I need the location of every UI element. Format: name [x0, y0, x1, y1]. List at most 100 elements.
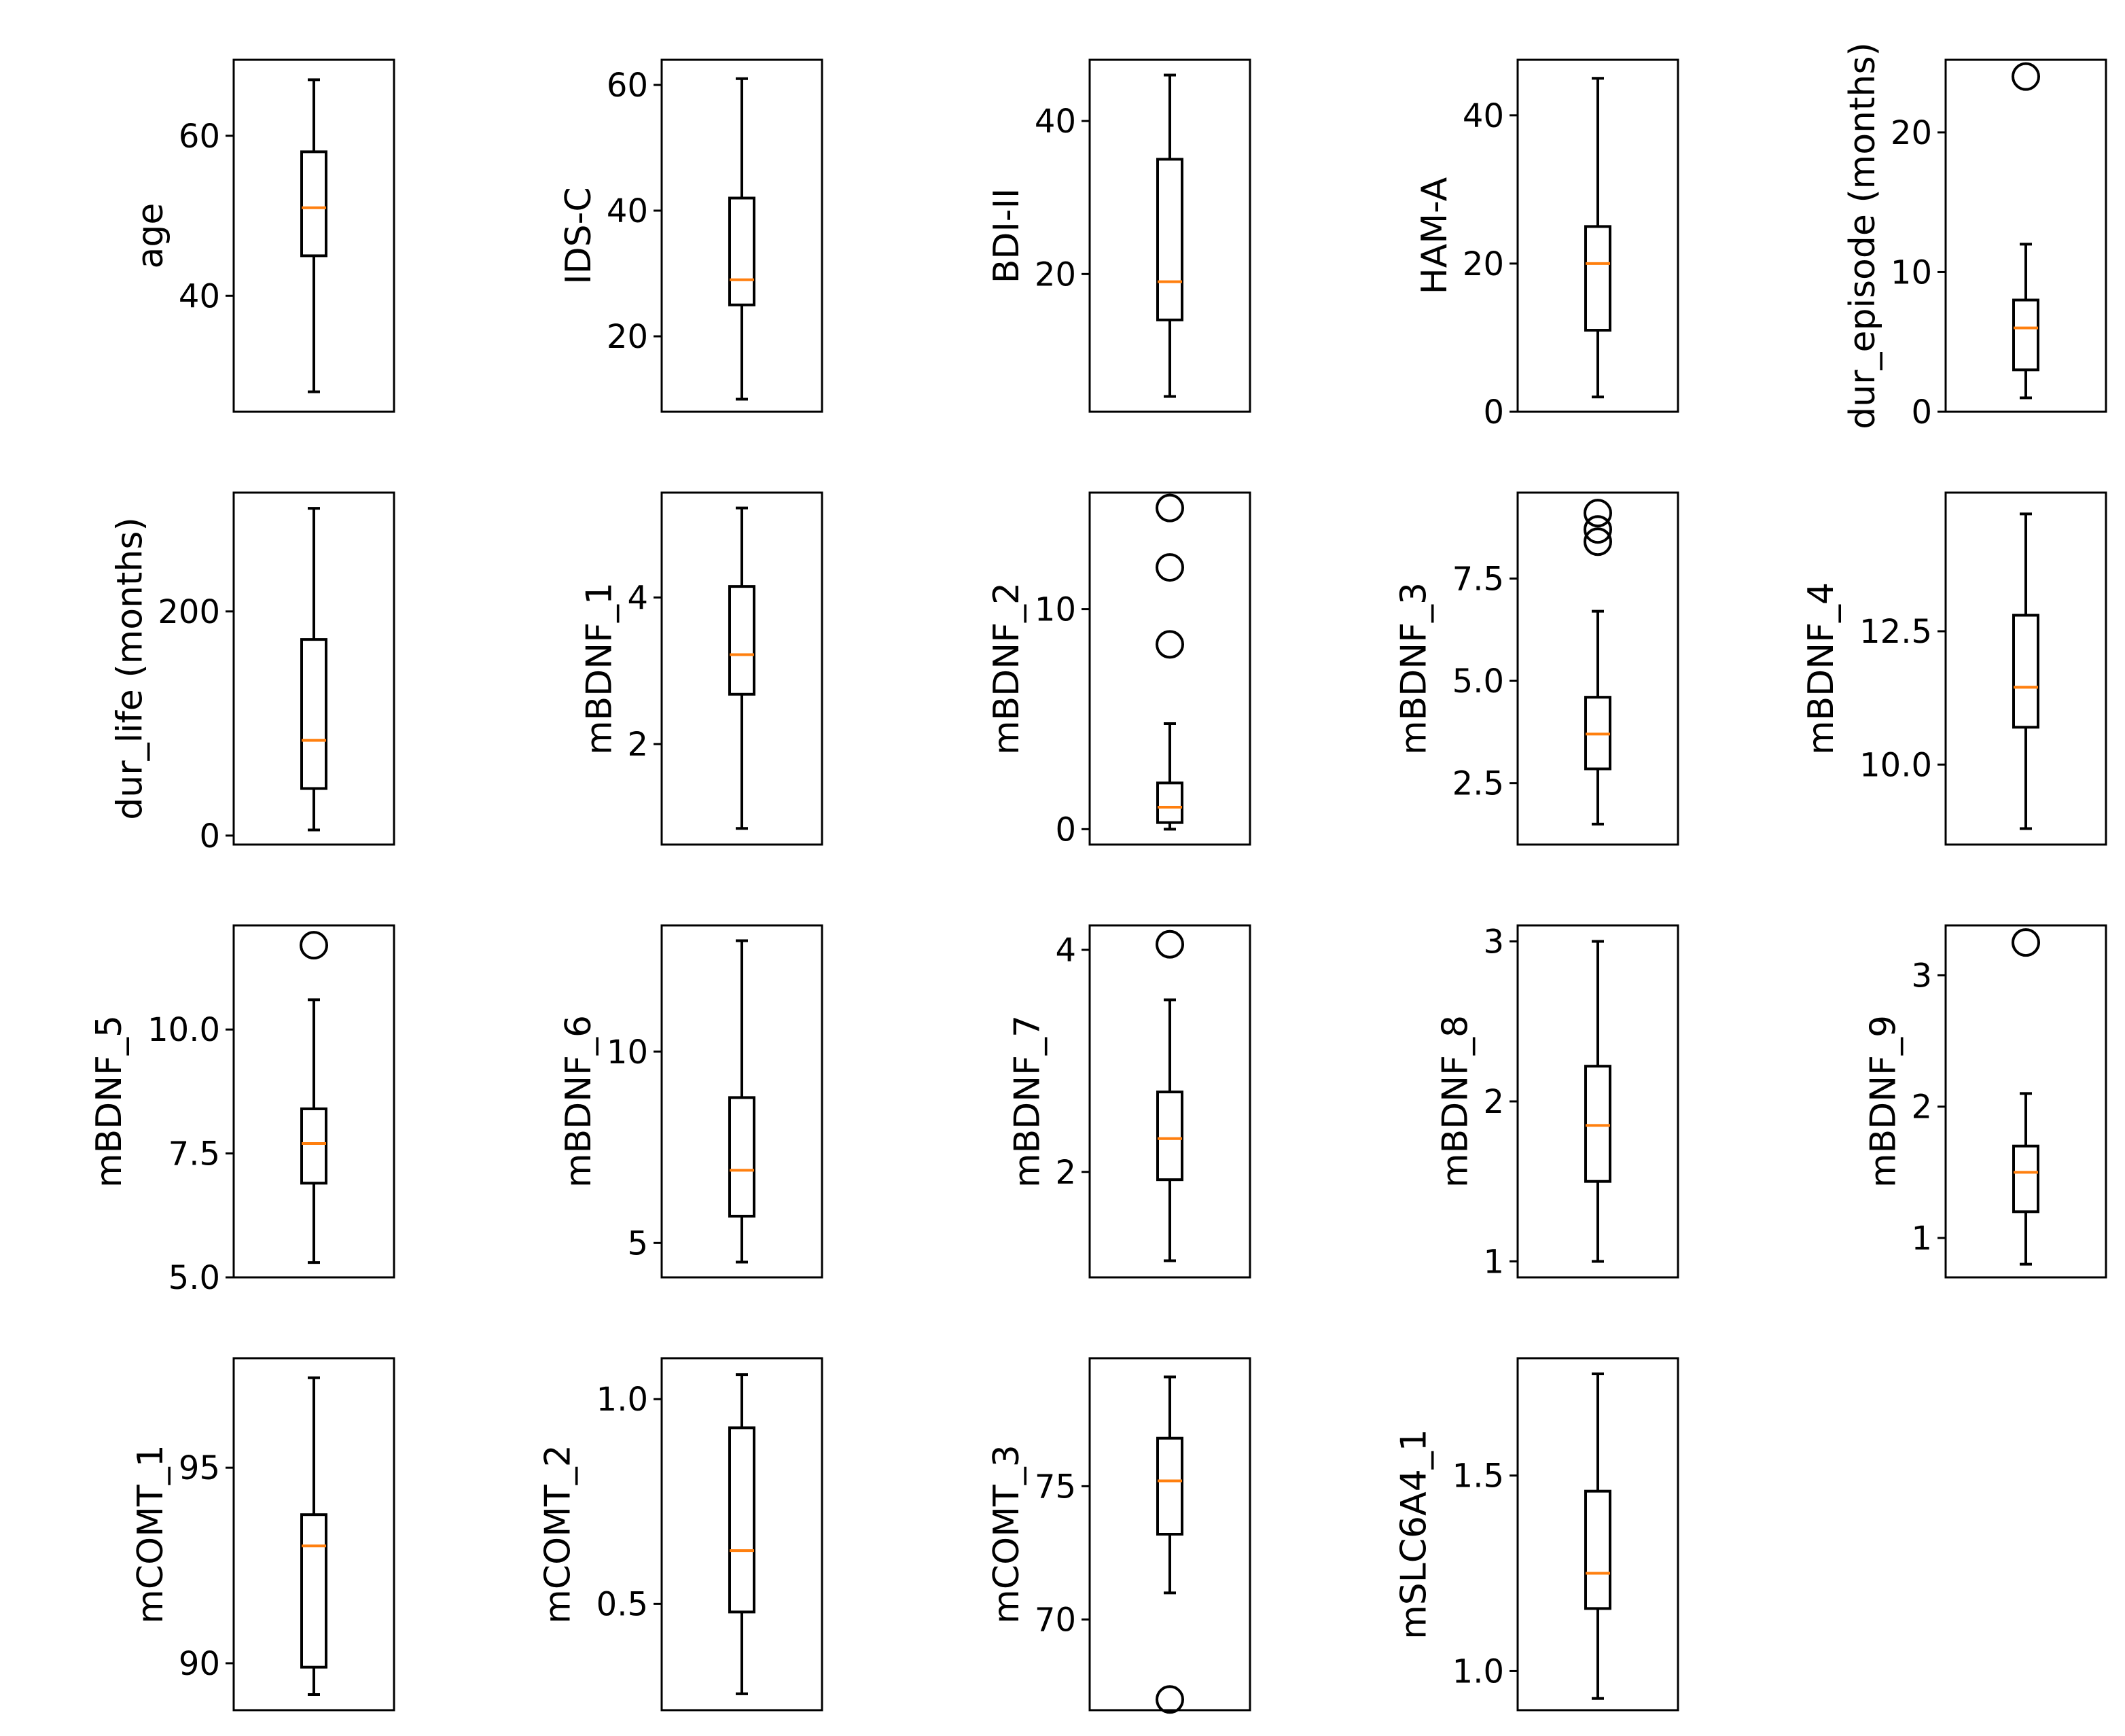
y-tick-label: 40 — [607, 192, 648, 230]
y-tick-label: 75 — [1035, 1468, 1076, 1506]
y-axis-label: mCOMT_3 — [986, 1445, 1027, 1624]
iqr-box — [1156, 1091, 1183, 1182]
y-axis-label: mBDNF_5 — [89, 1015, 130, 1188]
subplot-4: 0 20 40 HAM-A — [1414, 58, 1679, 431]
axes-frame — [1516, 491, 1679, 846]
y-tick-label: 60 — [607, 67, 648, 105]
outlier-point — [1584, 515, 1612, 544]
y-axis-label: HAM-A — [1414, 177, 1455, 294]
y-axis-label: mCOMT_1 — [130, 1445, 171, 1624]
y-tick-label: 5 — [627, 1224, 648, 1262]
y-tick-label: 20 — [1035, 255, 1076, 294]
y-tick-label: 2 — [1911, 1088, 1932, 1127]
iqr-box — [2012, 298, 2039, 372]
axes-frame — [1944, 491, 2107, 846]
y-axis-label: mBDNF_1 — [579, 582, 620, 755]
y-axis-label: BDI-II — [986, 188, 1027, 284]
y-axis-label: age — [130, 203, 171, 269]
iqr-box — [728, 1426, 755, 1614]
iqr-box — [728, 585, 755, 696]
y-axis-label: IDS-C — [558, 187, 599, 284]
y-tick-label: 0.5 — [596, 1585, 648, 1623]
axes-frame — [660, 1357, 823, 1712]
y-axis-label: mBDNF_9 — [1863, 1015, 1904, 1188]
y-tick-label: 10.0 — [1859, 746, 1932, 784]
axes-frame — [1944, 58, 2107, 413]
y-axis-label: dur_life (months) — [110, 517, 151, 820]
iqr-box — [300, 638, 327, 790]
y-tick-label: 10.0 — [147, 1011, 220, 1049]
subplot-10: 10.0 12.5 mBDNF_4 — [1801, 491, 2107, 846]
y-tick-label: 12.5 — [1859, 613, 1932, 651]
y-tick-label: 5.0 — [1452, 662, 1504, 701]
outlier-point — [1584, 499, 1612, 528]
outlier-point — [2012, 928, 2040, 957]
y-tick-label: 10 — [1891, 253, 1932, 291]
y-axis-label: mBDNF_7 — [1007, 1015, 1048, 1188]
outlier-point — [1156, 493, 1184, 522]
y-tick-label: 7.5 — [1452, 560, 1504, 598]
y-tick-label: 2.5 — [1452, 765, 1504, 803]
y-tick-label: 0 — [1911, 393, 1932, 431]
y-tick-label: 2 — [627, 726, 648, 764]
subplot-11: 5.0 7.5 10.0 mBDNF_5 — [89, 924, 395, 1297]
subplot-14: 1 2 3 mBDNF_8 — [1435, 923, 1679, 1281]
outlier-point — [2012, 62, 2040, 91]
y-tick-label: 1.0 — [1452, 1652, 1504, 1690]
y-tick-label: 90 — [179, 1645, 220, 1683]
subplot-3: 20 40 BDI-II — [986, 58, 1251, 413]
y-tick-label: 2 — [1483, 1083, 1504, 1121]
y-tick-label: 1.5 — [1452, 1457, 1504, 1495]
axes-frame — [1516, 1357, 1679, 1712]
y-tick-label: 1.0 — [596, 1381, 648, 1419]
axes-frame — [1516, 58, 1679, 413]
outlier-point — [1584, 527, 1612, 556]
axes-frame — [232, 924, 395, 1279]
y-tick-label: 4 — [1055, 932, 1076, 970]
y-tick-label: 10 — [607, 1033, 648, 1071]
subplot-13: 2 4 mBDNF_7 — [1007, 924, 1251, 1279]
axes-frame — [232, 491, 395, 846]
subplot-2: 20 40 60 IDS-C — [558, 58, 823, 413]
y-tick-label: 40 — [179, 277, 220, 315]
iqr-box — [1156, 158, 1183, 321]
iqr-box — [1584, 1489, 1611, 1610]
iqr-box — [728, 196, 755, 306]
iqr-box — [1584, 1065, 1611, 1183]
axes-frame — [1088, 1357, 1251, 1712]
y-axis-label: mCOMT_2 — [538, 1445, 579, 1624]
y-tick-label: 40 — [1463, 97, 1504, 135]
y-tick-label: 0 — [1055, 811, 1076, 849]
iqr-box — [300, 150, 327, 258]
y-axis-label: mBDNF_4 — [1801, 582, 1842, 755]
y-tick-label: 40 — [1035, 103, 1076, 141]
y-axis-label: mBDNF_8 — [1435, 1015, 1476, 1188]
axes-frame — [232, 1357, 395, 1712]
y-tick-label: 2 — [1055, 1154, 1076, 1192]
y-tick-label: 70 — [1035, 1601, 1076, 1640]
iqr-box — [300, 1107, 327, 1185]
axes-frame — [1944, 924, 2107, 1279]
y-tick-label: 60 — [179, 118, 220, 156]
y-tick-label: 0 — [199, 817, 220, 855]
y-tick-label: 0 — [1483, 393, 1504, 431]
axes-frame — [1088, 58, 1251, 413]
y-tick-label: 20 — [607, 318, 648, 356]
subplot-17: 0.5 1.0 mCOMT_2 — [538, 1357, 823, 1712]
outlier-point — [1156, 1685, 1184, 1714]
iqr-box — [300, 1513, 327, 1669]
y-tick-label: 5.0 — [168, 1259, 220, 1297]
y-tick-label: 3 — [1911, 957, 1932, 995]
y-tick-label: 7.5 — [168, 1135, 220, 1173]
y-tick-label: 20 — [1463, 245, 1504, 283]
iqr-box — [1584, 225, 1611, 332]
axes-frame — [1088, 924, 1251, 1279]
iqr-box — [1156, 1436, 1183, 1536]
